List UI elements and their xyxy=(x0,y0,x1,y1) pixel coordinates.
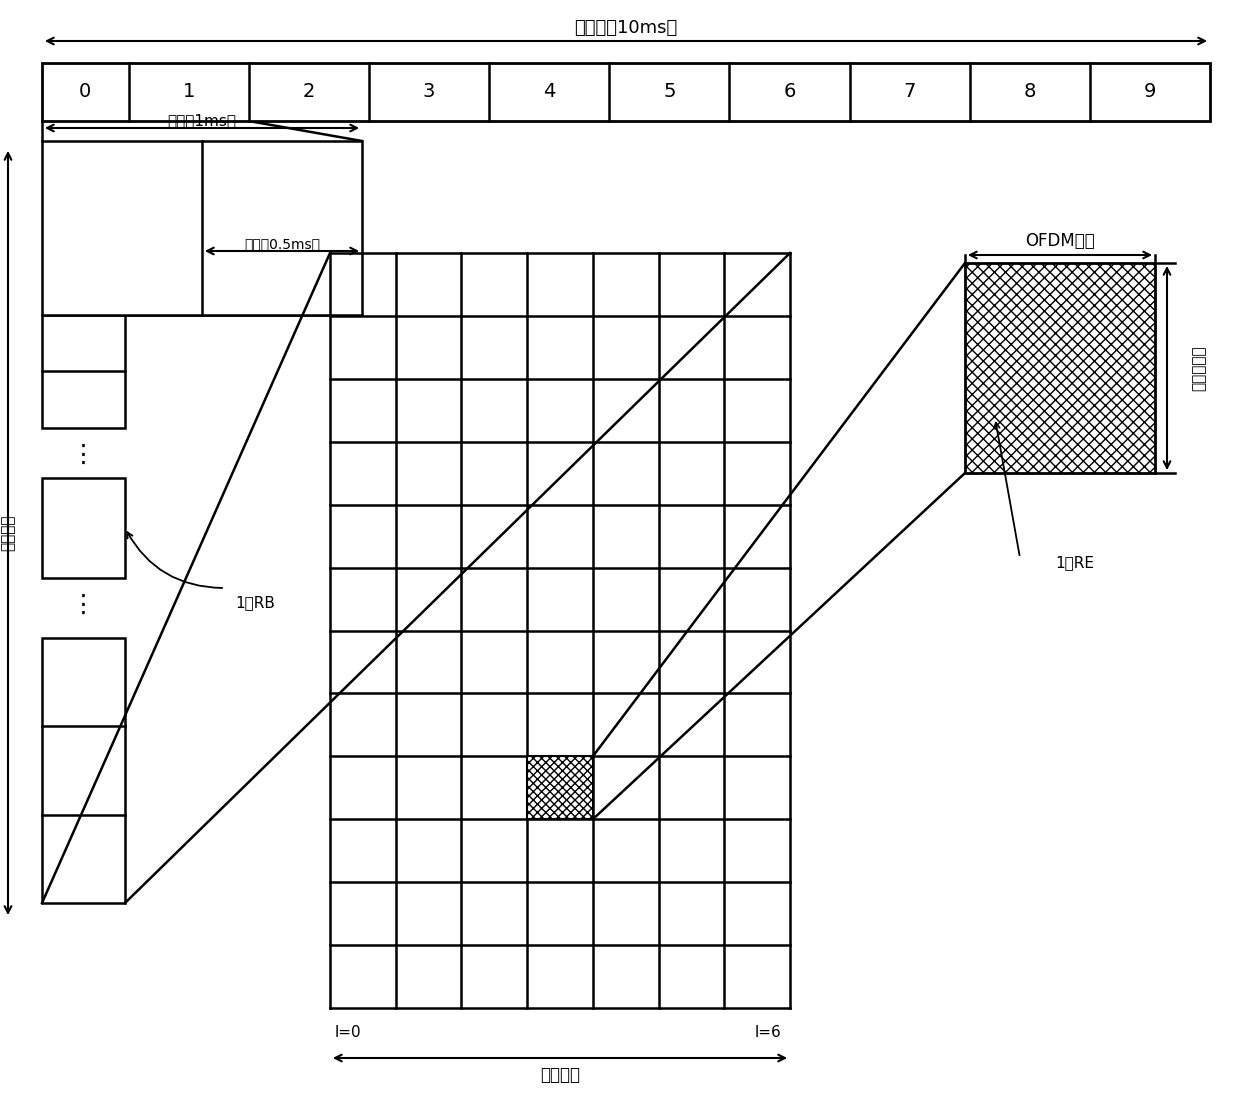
Text: 1: 1 xyxy=(182,82,195,102)
Text: 8: 8 xyxy=(1023,82,1035,102)
Text: 1个RE: 1个RE xyxy=(1055,555,1094,571)
Text: 2: 2 xyxy=(303,82,315,102)
Text: 无线帧（10ms）: 无线帧（10ms） xyxy=(574,19,677,37)
Text: l=0: l=0 xyxy=(335,1025,362,1041)
Bar xyxy=(965,263,1154,473)
Text: l=6: l=6 xyxy=(755,1025,781,1041)
Text: 6: 6 xyxy=(784,82,796,102)
Text: 7: 7 xyxy=(904,82,916,102)
Text: ⋮: ⋮ xyxy=(71,593,95,618)
Text: 时隙（0.5ms）: 时隙（0.5ms） xyxy=(244,237,320,251)
Bar xyxy=(42,638,125,903)
Text: 9: 9 xyxy=(1143,82,1156,102)
Text: 1个RB: 1个RB xyxy=(236,596,275,611)
Bar xyxy=(42,478,125,578)
Text: 0: 0 xyxy=(79,82,92,102)
Text: OFDM符号: OFDM符号 xyxy=(1025,232,1095,250)
Text: 频域维度: 频域维度 xyxy=(0,515,15,551)
Text: 4: 4 xyxy=(543,82,556,102)
Text: 5: 5 xyxy=(663,82,676,102)
Bar xyxy=(42,141,362,315)
Bar xyxy=(42,63,1210,121)
Text: ⋮: ⋮ xyxy=(71,443,95,467)
Bar xyxy=(42,315,125,428)
Text: 子帧（1ms）: 子帧（1ms） xyxy=(167,114,237,129)
Text: 3: 3 xyxy=(423,82,435,102)
Text: 子载波间隔: 子载波间隔 xyxy=(1192,345,1207,391)
Text: 时间维度: 时间维度 xyxy=(539,1066,580,1084)
Bar xyxy=(527,756,593,820)
